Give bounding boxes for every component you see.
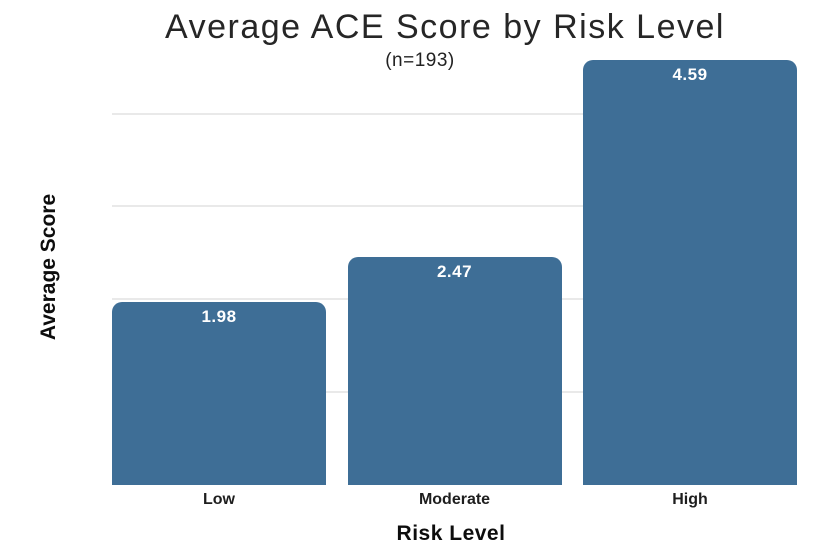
bar-value-label: 4.59	[672, 65, 708, 85]
x-tick-label-moderate: Moderate	[418, 491, 491, 508]
plot-area: 1.98 2.47 4.59	[112, 22, 797, 485]
bar-value-label: 1.98	[201, 306, 237, 326]
bar-high: 4.59	[583, 60, 797, 485]
bars: 1.98 2.47 4.59	[112, 22, 797, 485]
bar-value-label: 2.47	[436, 261, 473, 281]
chart-subtitle: (n=193)	[385, 50, 455, 71]
gridline	[112, 205, 797, 208]
x-tick-label-low: Low	[203, 491, 235, 508]
chart-title: Average ACE Score by Risk Level	[165, 8, 725, 46]
y-axis-label: Average Score	[37, 193, 60, 341]
gridline	[112, 112, 797, 115]
x-axis-label: Risk Level	[396, 522, 506, 545]
x-tick-label-high: High	[672, 491, 708, 508]
x-tick-row: Low Moderate High	[112, 491, 797, 509]
bar-low: 1.98	[112, 301, 326, 485]
bar-moderate: 2.47	[347, 256, 562, 485]
